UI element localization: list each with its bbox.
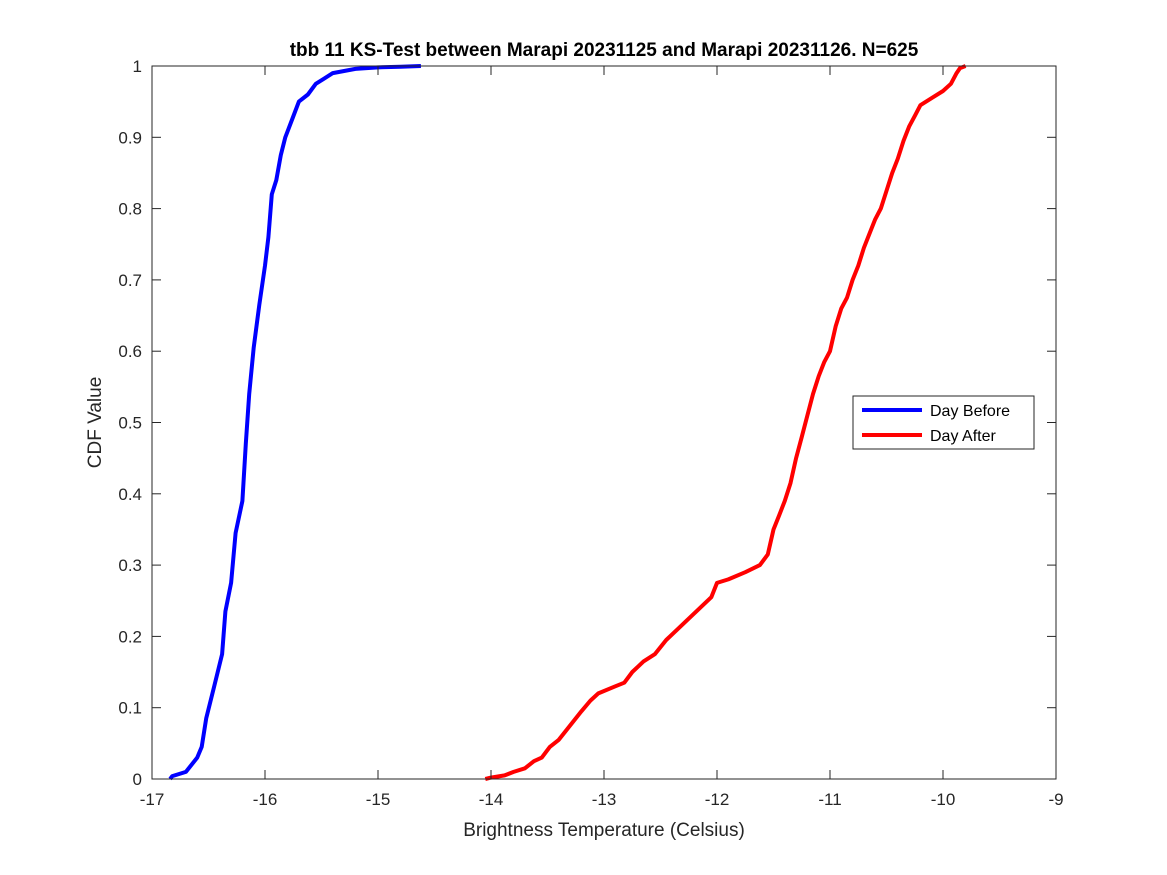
y-tick-label: 0.9 bbox=[118, 128, 142, 147]
y-tick-label: 0 bbox=[133, 770, 142, 789]
y-tick-label: 0.7 bbox=[118, 271, 142, 290]
series-line-day-before bbox=[168, 64, 421, 781]
y-tick-label: 0.4 bbox=[118, 485, 142, 504]
x-tick-label: -10 bbox=[931, 790, 956, 809]
y-tick-label: 0.2 bbox=[118, 627, 142, 646]
y-tick-label: 0.5 bbox=[118, 414, 142, 433]
legend-label-day-after: Day After bbox=[930, 428, 996, 445]
y-tick-label: 0.8 bbox=[118, 200, 142, 219]
x-tick-label: -15 bbox=[366, 790, 391, 809]
x-tick-label: -12 bbox=[705, 790, 730, 809]
chart-title: tbb 11 KS-Test between Marapi 20231125 a… bbox=[290, 40, 919, 61]
y-tick-label: 0.3 bbox=[118, 556, 142, 575]
series-layer bbox=[168, 64, 967, 781]
x-axis-label: Brightness Temperature (Celsius) bbox=[463, 820, 745, 841]
y-tick-label: 0.6 bbox=[118, 342, 142, 361]
y-axis-label: CDF Value bbox=[85, 377, 106, 469]
x-tick-label: -9 bbox=[1048, 790, 1063, 809]
x-tick-label: -16 bbox=[253, 790, 278, 809]
y-tick-label: 0.1 bbox=[118, 699, 142, 718]
x-tick-label: -14 bbox=[479, 790, 504, 809]
legend: Day Before Day After bbox=[852, 395, 1035, 450]
x-tick-label: -17 bbox=[140, 790, 165, 809]
legend-label-day-before: Day Before bbox=[930, 403, 1010, 420]
ticks-layer: -17 -16 -15 -14 -13 -12 -11 -10 -9 0 0.1 0.2 0.3 0.4 0… bbox=[118, 57, 1063, 809]
series-line-day-after bbox=[484, 64, 967, 781]
legend-box bbox=[852, 395, 1035, 450]
x-tick-label: -13 bbox=[592, 790, 617, 809]
x-tick-label: -11 bbox=[818, 790, 841, 809]
y-tick-label: 1 bbox=[133, 57, 142, 76]
